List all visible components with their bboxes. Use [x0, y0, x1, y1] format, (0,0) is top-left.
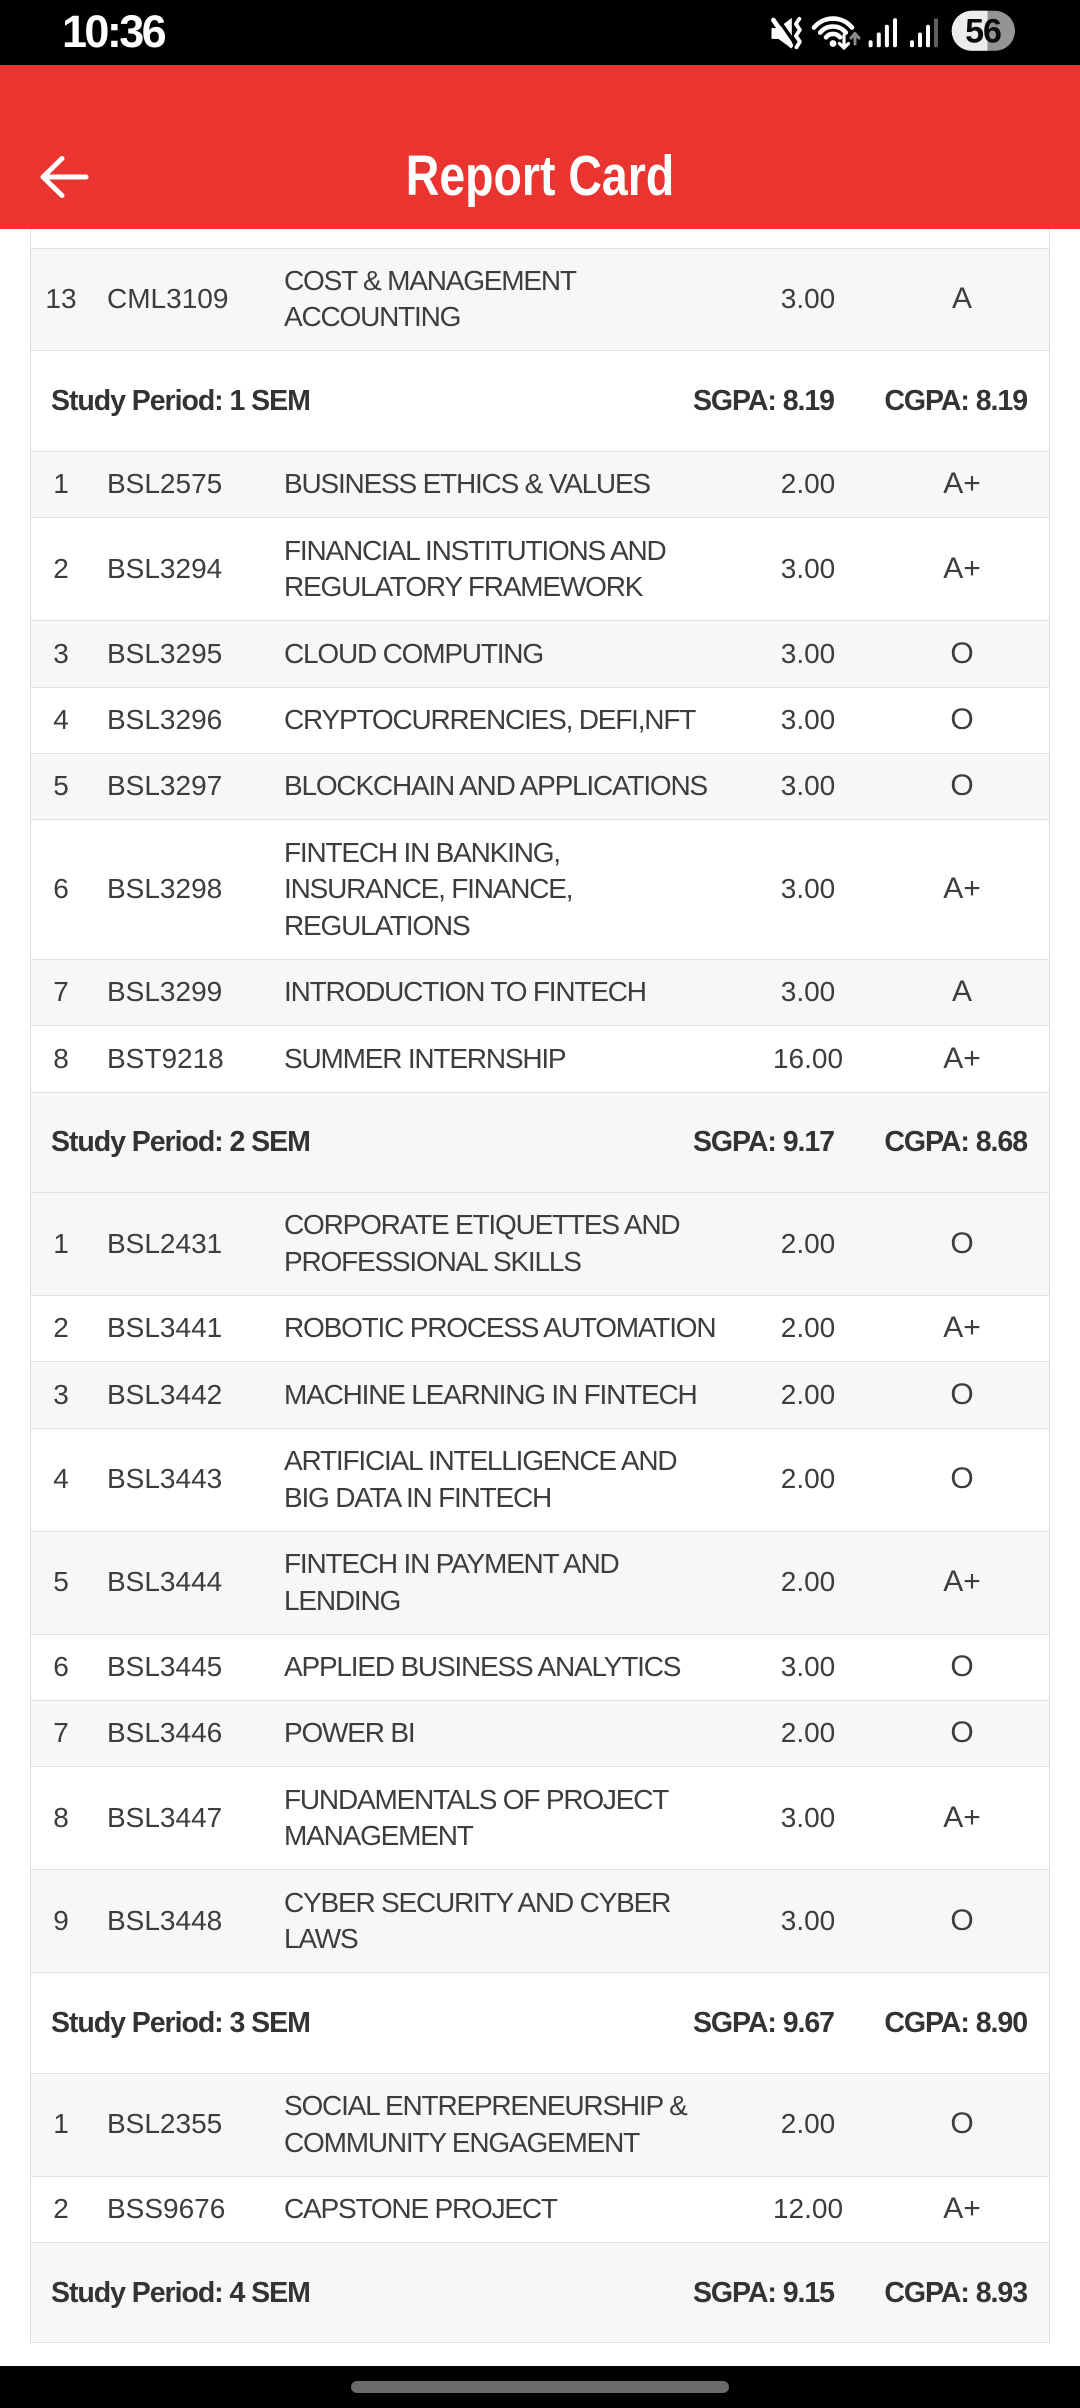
- svg-text:56: 56: [965, 13, 1001, 51]
